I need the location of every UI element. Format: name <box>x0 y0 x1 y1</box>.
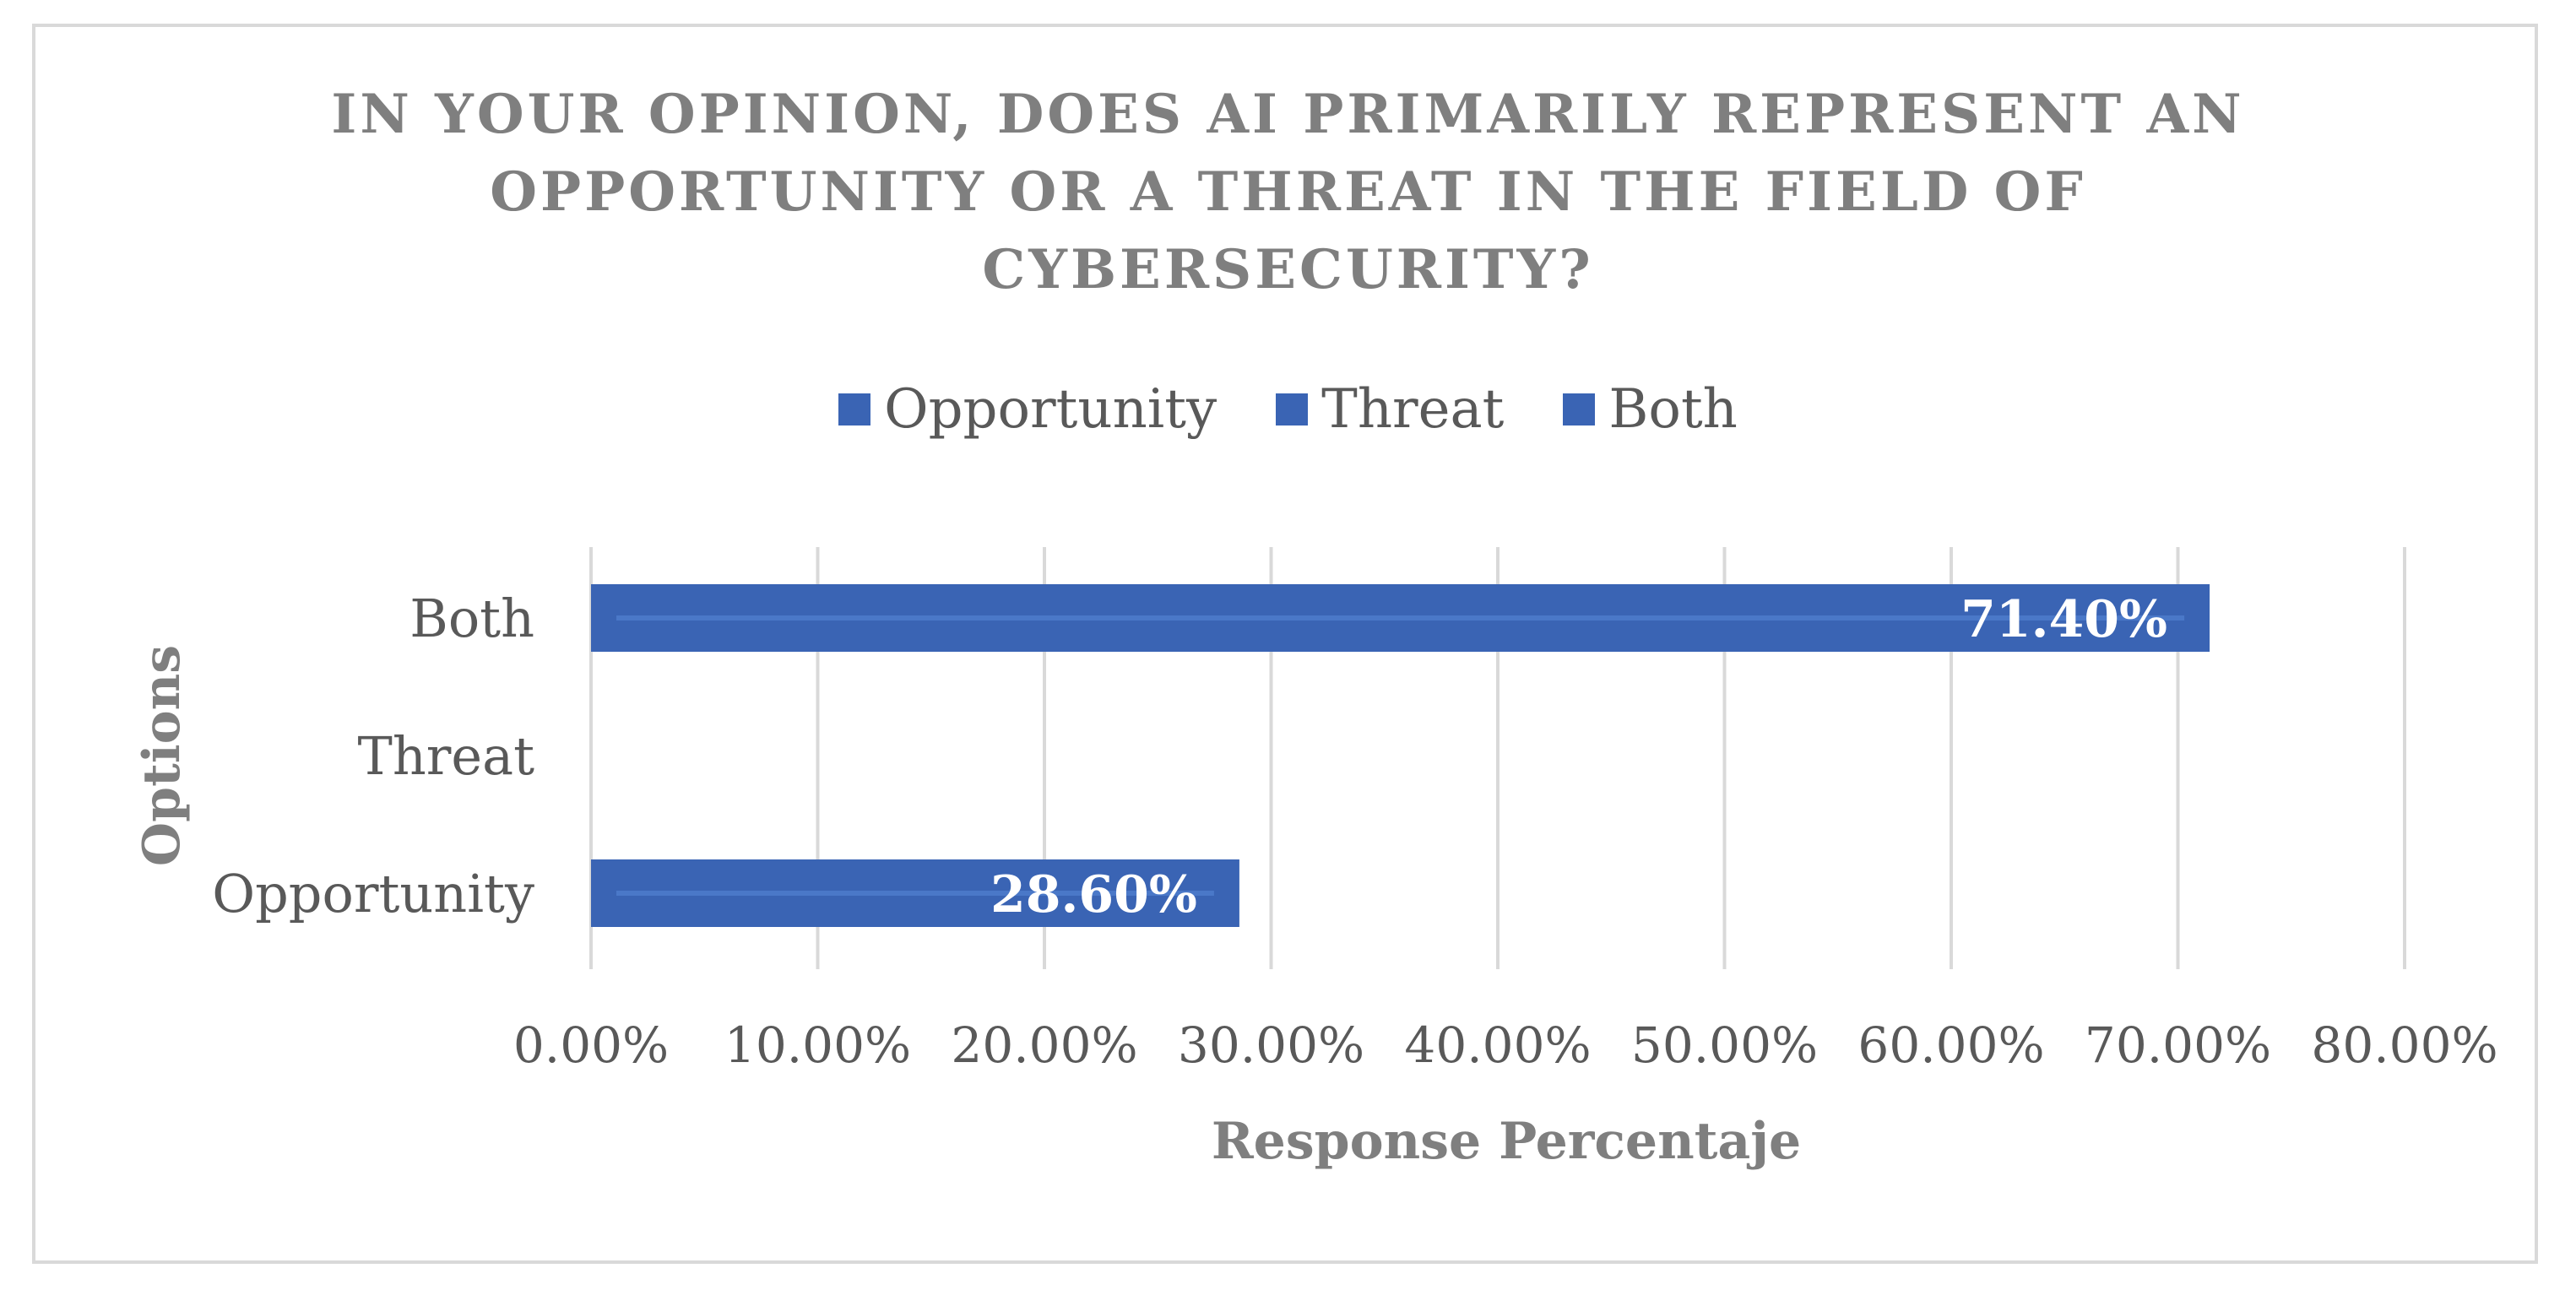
legend: Opportunity Threat Both <box>0 378 2576 441</box>
data-label: 71.40% <box>1960 590 2167 649</box>
x-tick-label: 30.00% <box>1178 1016 1364 1074</box>
legend-item-both[interactable]: Both <box>1563 378 1738 441</box>
chart-title-line: OPPORTUNITY OR A THREAT IN THE FIELD OF <box>490 160 2086 224</box>
x-axis-title: Response Percentaje <box>1212 1112 1801 1171</box>
x-tick-label: 20.00% <box>951 1016 1137 1074</box>
legend-swatch <box>1276 393 1309 425</box>
legend-label: Both <box>1608 378 1738 441</box>
legend-item-threat[interactable]: Threat <box>1276 378 1504 441</box>
data-label: 28.60% <box>990 865 1197 924</box>
legend-swatch <box>838 393 871 425</box>
legend-item-opportunity[interactable]: Opportunity <box>838 378 1217 441</box>
bars: 28.60% 71.40% <box>591 584 2210 927</box>
x-tick-label: 60.00% <box>1857 1016 2044 1074</box>
x-tick-label: 70.00% <box>2085 1016 2271 1074</box>
y-axis-title: Options <box>133 645 192 866</box>
x-tick-labels: 0.00% 10.00% 20.00% 30.00% 40.00% 50.00% 60.00… <box>513 1016 2498 1074</box>
category-labels: Opportunity Threat Both <box>212 588 534 924</box>
x-tick-label: 0.00% <box>513 1016 669 1074</box>
x-tick-label: 40.00% <box>1404 1016 1591 1074</box>
y-category-label: Both <box>409 588 534 649</box>
x-tick-label: 80.00% <box>2311 1016 2497 1074</box>
legend-label: Threat <box>1321 378 1505 441</box>
legend-swatch <box>1563 393 1596 425</box>
y-category-label: Opportunity <box>212 863 534 924</box>
chart-title-line: IN YOUR OPINION, DOES AI PRIMARILY REPRE… <box>331 83 2245 146</box>
x-tick-label: 10.00% <box>724 1016 911 1074</box>
y-category-label: Threat <box>358 725 535 787</box>
chart-title-line: CYBERSECURITY? <box>982 238 1594 301</box>
chart-title: IN YOUR OPINION, DOES AI PRIMARILY REPRE… <box>0 76 2576 309</box>
x-tick-label: 50.00% <box>1631 1016 1818 1074</box>
legend-label: Opportunity <box>884 378 1217 441</box>
